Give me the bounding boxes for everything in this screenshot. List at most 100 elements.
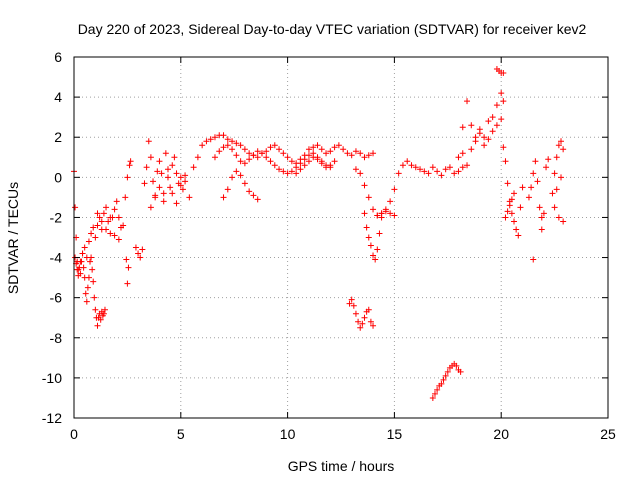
data-point bbox=[442, 372, 449, 379]
data-point bbox=[92, 234, 99, 241]
data-point bbox=[318, 146, 325, 153]
data-point bbox=[271, 162, 278, 169]
data-point bbox=[162, 150, 169, 157]
data-point bbox=[476, 130, 483, 137]
data-point bbox=[158, 170, 165, 177]
data-point bbox=[169, 190, 176, 197]
data-point bbox=[558, 174, 565, 181]
y-tick-label: -6 bbox=[50, 290, 63, 306]
chart-title: Day 220 of 2023, Sidereal Day-to-day VTE… bbox=[78, 21, 587, 37]
data-point bbox=[472, 134, 479, 141]
data-point bbox=[271, 142, 278, 149]
data-point bbox=[276, 166, 283, 173]
data-point bbox=[154, 168, 161, 175]
x-tick-label: 5 bbox=[177, 426, 185, 442]
data-point bbox=[374, 212, 381, 219]
data-point bbox=[361, 210, 368, 217]
data-point bbox=[211, 154, 218, 161]
data-point bbox=[508, 196, 515, 203]
data-point bbox=[100, 310, 107, 317]
data-point bbox=[468, 146, 475, 153]
data-point bbox=[468, 122, 475, 129]
data-point bbox=[75, 272, 82, 279]
data-point bbox=[352, 310, 359, 317]
data-point bbox=[74, 266, 81, 273]
data-point bbox=[534, 178, 541, 185]
data-point bbox=[511, 218, 518, 225]
data-point bbox=[164, 166, 171, 173]
data-point bbox=[199, 142, 206, 149]
data-point bbox=[83, 254, 90, 261]
data-point bbox=[82, 290, 89, 297]
y-tick-label: 4 bbox=[54, 89, 62, 105]
data-point bbox=[297, 166, 304, 173]
data-point bbox=[94, 210, 101, 217]
data-point bbox=[346, 300, 353, 307]
data-point bbox=[530, 170, 537, 177]
data-point bbox=[538, 214, 545, 221]
data-point bbox=[254, 148, 261, 155]
data-point bbox=[444, 368, 451, 375]
data-point bbox=[186, 194, 193, 201]
data-point bbox=[519, 184, 526, 191]
data-point bbox=[549, 190, 556, 197]
data-point bbox=[126, 162, 133, 169]
data-point bbox=[525, 194, 532, 201]
x-axis-label: GPS time / hours bbox=[288, 458, 395, 474]
data-point bbox=[404, 158, 411, 165]
data-point bbox=[314, 142, 321, 149]
data-point bbox=[297, 160, 304, 167]
data-point bbox=[77, 258, 84, 265]
data-point bbox=[241, 160, 248, 167]
data-point bbox=[125, 264, 132, 271]
data-point bbox=[399, 162, 406, 169]
y-axis-label: SDTVAR / TECUs bbox=[5, 182, 21, 294]
data-point bbox=[370, 206, 377, 213]
data-point bbox=[372, 256, 379, 263]
data-point bbox=[139, 246, 146, 253]
data-point bbox=[103, 226, 110, 233]
data-point bbox=[96, 214, 103, 221]
data-point bbox=[194, 154, 201, 161]
data-point bbox=[331, 158, 338, 165]
data-point bbox=[421, 168, 428, 175]
data-point bbox=[84, 284, 91, 291]
data-point bbox=[123, 256, 130, 263]
data-point bbox=[408, 162, 415, 169]
data-point bbox=[500, 98, 507, 105]
data-point bbox=[498, 116, 505, 123]
data-point bbox=[216, 148, 223, 155]
data-point bbox=[211, 134, 218, 141]
data-point bbox=[374, 246, 381, 253]
data-point bbox=[451, 170, 458, 177]
data-point bbox=[361, 182, 368, 189]
data-point bbox=[177, 174, 184, 181]
data-point bbox=[442, 166, 449, 173]
data-point bbox=[246, 188, 253, 195]
data-point bbox=[224, 142, 231, 149]
data-point bbox=[363, 224, 370, 231]
data-point bbox=[350, 302, 357, 309]
data-point bbox=[457, 368, 464, 375]
data-point bbox=[147, 204, 154, 211]
data-point bbox=[164, 174, 171, 181]
data-point bbox=[502, 214, 509, 221]
data-point bbox=[517, 204, 524, 211]
data-point bbox=[438, 172, 445, 179]
grid bbox=[74, 57, 608, 418]
data-point bbox=[440, 376, 447, 383]
data-point bbox=[431, 390, 438, 397]
data-point bbox=[276, 146, 283, 153]
data-point bbox=[156, 184, 163, 191]
data-point bbox=[551, 170, 558, 177]
data-point bbox=[280, 150, 287, 157]
data-point bbox=[464, 162, 471, 169]
x-tick-label: 20 bbox=[493, 426, 509, 442]
data-point bbox=[100, 210, 107, 217]
data-point bbox=[455, 154, 462, 161]
data-point bbox=[357, 150, 364, 157]
data-point bbox=[132, 244, 139, 251]
data-point bbox=[254, 196, 261, 203]
data-point bbox=[141, 180, 148, 187]
data-point bbox=[179, 186, 186, 193]
